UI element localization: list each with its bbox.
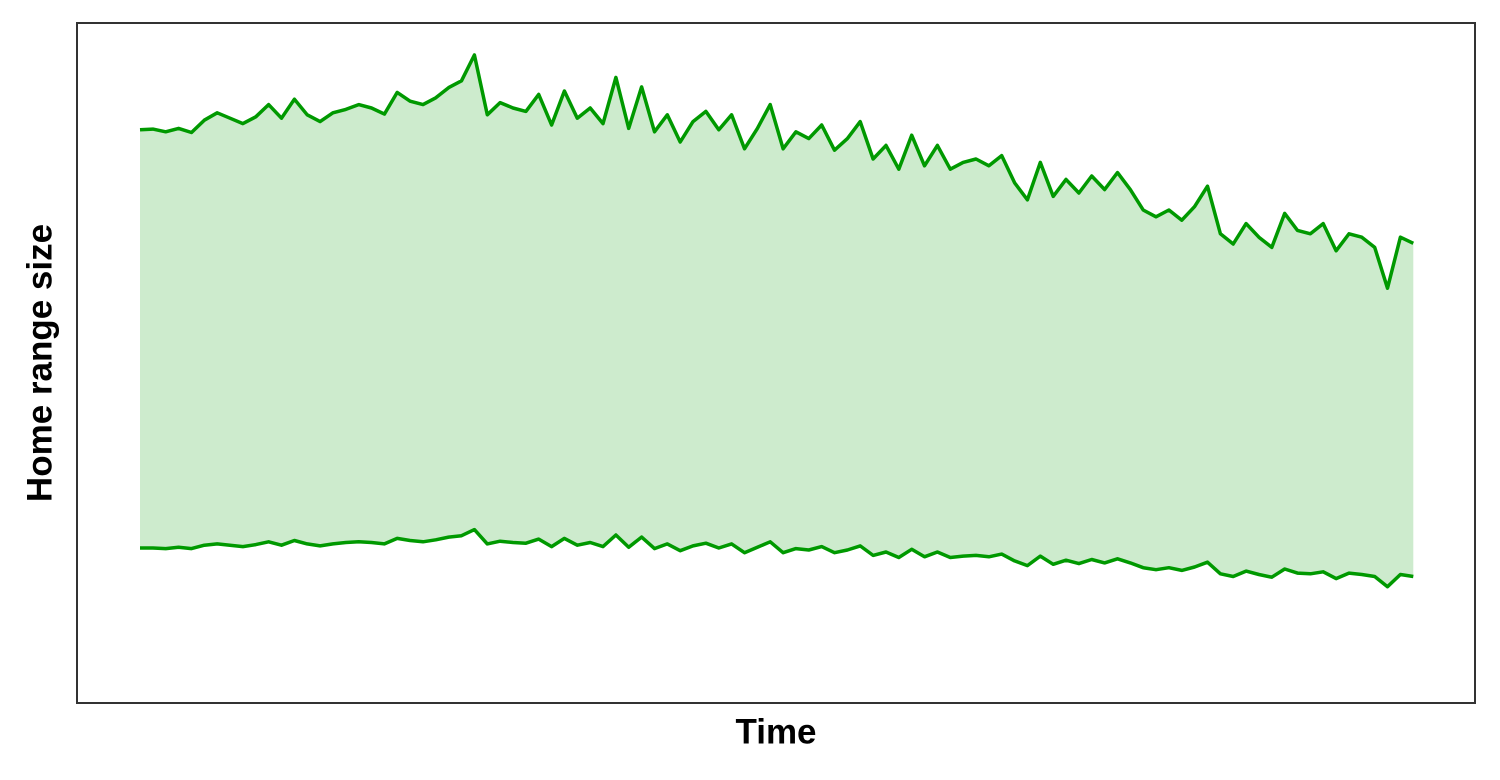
series-line <box>139 53 1415 290</box>
marks <box>139 53 1415 589</box>
band-area <box>140 55 1414 587</box>
y-axis-label: Home range size <box>20 224 59 502</box>
series-line <box>140 527 1414 589</box>
x-axis-label: Time <box>735 712 816 751</box>
